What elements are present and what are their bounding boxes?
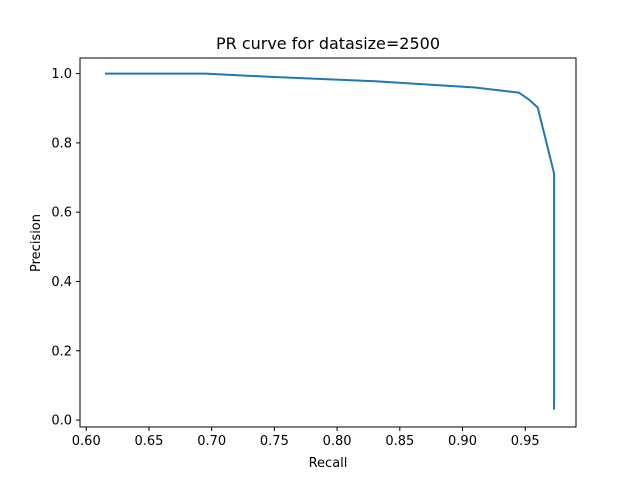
x-tick-label: 0.85 bbox=[385, 434, 414, 449]
pr-curve-line bbox=[105, 72, 556, 410]
x-tick-label: 0.80 bbox=[323, 434, 352, 449]
x-tick-label: 0.95 bbox=[511, 434, 540, 449]
x-tick-label: 0.60 bbox=[72, 434, 101, 449]
x-tick-label: 0.65 bbox=[134, 434, 163, 449]
x-tick-label: 0.70 bbox=[197, 434, 226, 449]
x-tick-label: 0.75 bbox=[260, 434, 289, 449]
y-tick-label: 1.0 bbox=[51, 67, 72, 82]
x-tick-label: 0.90 bbox=[448, 434, 477, 449]
y-tick-label: 0.0 bbox=[51, 414, 72, 429]
y-tick-label: 0.4 bbox=[51, 275, 72, 290]
axis-ticks: 0.60 0.65 0.70 0.75 0.80 0.85 0.90 0.95 0.0 0.2 0.… bbox=[51, 67, 539, 449]
y-axis-label: Precision bbox=[29, 214, 44, 272]
plot-frame bbox=[79, 57, 577, 428]
y-tick-label: 0.2 bbox=[51, 344, 72, 359]
y-tick-label: 0.6 bbox=[51, 206, 72, 221]
chart-title: PR curve for datasize=2500 bbox=[216, 34, 440, 53]
y-tick-label: 0.8 bbox=[51, 136, 72, 151]
x-axis-label: Recall bbox=[309, 456, 348, 471]
